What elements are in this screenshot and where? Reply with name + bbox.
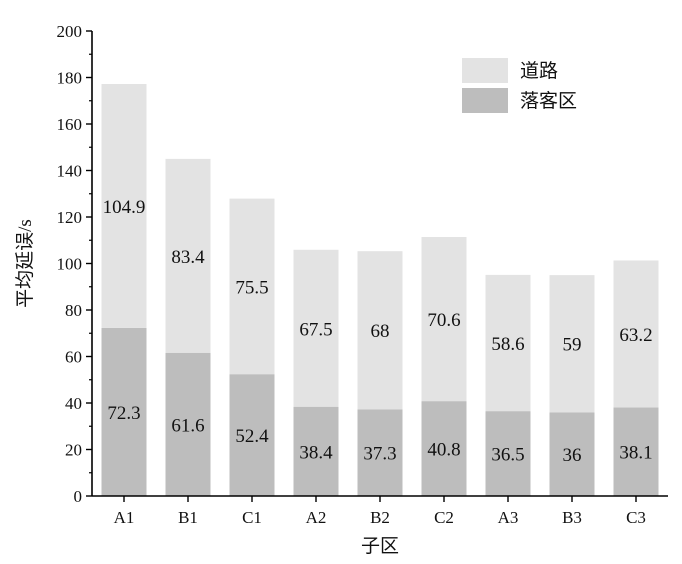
legend-swatch-dropoff — [462, 88, 508, 113]
bar-road-c1 — [229, 198, 275, 375]
data-label-dropoff-a1: 72.3 — [107, 403, 140, 424]
data-label-dropoff-c2: 40.8 — [427, 440, 460, 461]
data-label-road-b1: 83.4 — [171, 247, 205, 268]
y-tick-label: 60 — [65, 348, 82, 367]
data-label-dropoff-c1: 52.4 — [235, 426, 269, 447]
y-tick-label: 120 — [57, 208, 83, 227]
y-tick-label: 180 — [57, 69, 83, 88]
x-axis-title: 子区 — [361, 536, 399, 557]
bar-dropoff-b3 — [549, 412, 595, 496]
bar-dropoff-a3 — [485, 411, 531, 496]
x-tick-label-a3: A3 — [498, 508, 519, 527]
bar-road-a1 — [101, 84, 147, 328]
data-label-road-b2: 68 — [371, 321, 390, 342]
legend-label-road: 道路 — [520, 60, 558, 82]
bar-road-a2 — [293, 249, 339, 407]
x-tick-label-a1: A1 — [114, 508, 135, 527]
x-tick-label-b2: B2 — [370, 508, 390, 527]
y-tick-label: 140 — [57, 162, 83, 181]
bar-dropoff-a2 — [293, 406, 339, 496]
y-tick-label: 40 — [65, 394, 82, 413]
bar-road-b1 — [165, 158, 211, 353]
labels-layer: 72.3 104.9 61.6 83.4 52.4 75.5 38.4 67.5 37.3 68 4… — [103, 197, 653, 466]
bar-road-b3 — [549, 275, 595, 413]
data-label-road-c2: 70.6 — [427, 310, 460, 331]
bars-layer — [101, 84, 659, 496]
bar-dropoff-c3 — [613, 407, 659, 496]
y-tick-label: 160 — [57, 115, 83, 134]
y-tick-label: 0 — [74, 487, 83, 506]
data-label-dropoff-a3: 36.5 — [491, 445, 524, 466]
x-tick-label-a2: A2 — [306, 508, 327, 527]
data-label-dropoff-c3: 38.1 — [619, 443, 652, 464]
bar-dropoff-c1 — [229, 374, 275, 496]
x-tick-label-c2: C2 — [434, 508, 454, 527]
data-label-road-c1: 75.5 — [235, 277, 268, 298]
axes-layer: 0 20 40 60 80 100 120 140 160 180 200 A1 B1 C1 A2 B2 C2 A… — [57, 22, 668, 527]
x-tick-label-b3: B3 — [562, 508, 582, 527]
data-label-road-c3: 63.2 — [619, 325, 652, 346]
data-label-road-a1: 104.9 — [103, 197, 146, 218]
bar-road-c3 — [613, 260, 659, 408]
y-axis-title: 平均延误/s — [14, 219, 36, 308]
bar-road-b2 — [357, 251, 403, 410]
data-label-dropoff-b2: 37.3 — [363, 444, 396, 465]
y-tick-label: 100 — [57, 255, 83, 274]
bar-road-c2 — [421, 236, 467, 402]
bar-road-a3 — [485, 274, 531, 412]
data-label-road-a2: 67.5 — [299, 319, 332, 340]
legend-label-dropoff: 落客区 — [520, 90, 577, 112]
bar-dropoff-c2 — [421, 401, 467, 496]
y-tick-label: 20 — [65, 441, 82, 460]
data-label-dropoff-b3: 36 — [563, 445, 582, 466]
x-tick-label-c3: C3 — [626, 508, 646, 527]
bar-dropoff-b1 — [165, 352, 211, 496]
y-tick-label: 80 — [65, 301, 82, 320]
data-label-dropoff-a2: 38.4 — [299, 442, 333, 463]
legend-swatch-road — [462, 58, 508, 83]
x-tick-label-b1: B1 — [178, 508, 198, 527]
data-label-dropoff-b1: 61.6 — [171, 415, 204, 436]
x-tick-label-c1: C1 — [242, 508, 262, 527]
bar-dropoff-b2 — [357, 409, 403, 496]
data-label-road-a3: 58.6 — [491, 334, 524, 355]
y-tick-label: 200 — [57, 22, 83, 41]
bar-dropoff-a1 — [101, 327, 147, 496]
data-label-road-b3: 59 — [563, 335, 582, 356]
